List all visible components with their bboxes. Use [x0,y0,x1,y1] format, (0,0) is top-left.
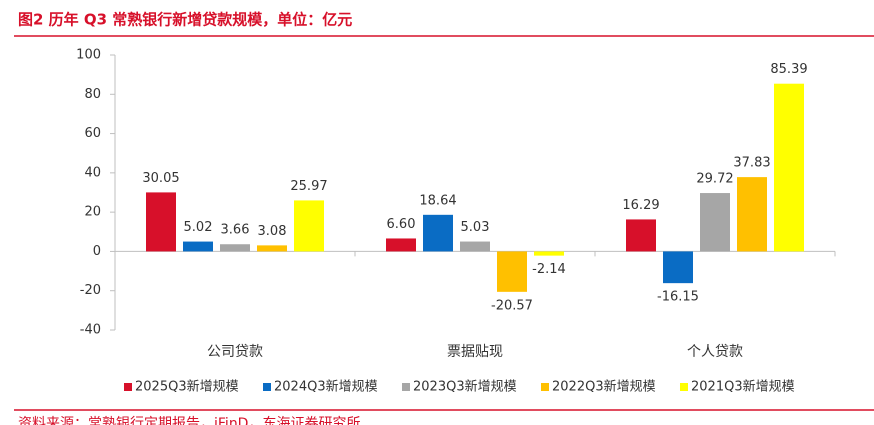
y-tick-label: -20 [80,283,101,298]
bar [146,192,176,252]
y-tick-label: 20 [84,205,101,220]
bar [497,251,527,292]
bar [534,251,564,256]
source: 资料来源：常熟银行定期报告，iFinD，东海证券研究所 [18,416,360,425]
bar [460,241,490,252]
bar [294,200,324,252]
bar [774,83,804,252]
bar [183,241,213,252]
bar [626,219,656,252]
legend-label: 2025Q3新增规模 [135,379,239,395]
data-label: 18.64 [419,193,456,208]
x-tick-label: 票据贴现 [447,344,503,360]
y-tick-label: 100 [76,48,101,63]
y-tick-label: 60 [84,126,101,141]
legend-label: 2023Q3新增规模 [413,379,517,395]
legend-swatch [541,383,549,391]
legend-label: 2022Q3新增规模 [552,379,656,395]
bar [423,214,453,252]
bar [700,193,730,252]
data-label: -16.15 [657,290,699,305]
data-label: 16.29 [622,198,659,213]
legend-label: 2024Q3新增规模 [274,379,378,395]
x-tick-label: 公司贷款 [207,344,263,360]
y-tick-label: -40 [80,323,101,338]
data-label: 37.83 [733,156,770,171]
data-label: 5.02 [184,220,213,235]
data-label: -20.57 [491,298,533,313]
legend-swatch [263,383,271,391]
data-label: 3.66 [221,223,250,238]
data-label: 85.39 [770,62,807,77]
legend-swatch [124,383,132,391]
data-label: 5.03 [461,220,490,235]
bar [737,177,767,252]
data-label: 3.08 [258,224,287,239]
chart-title: 图2 历年 Q3 常熟银行新增贷款规模，单位：亿元 [18,11,352,29]
bar [663,251,693,284]
bar [257,245,287,252]
data-label: 25.97 [290,179,327,194]
y-tick-label: 80 [84,87,101,102]
legend-label: 2021Q3新增规模 [691,379,795,395]
y-tick-label: 0 [93,244,101,259]
x-tick-label: 个人贷款 [687,344,743,360]
bar [386,238,416,252]
legend-swatch [402,383,410,391]
data-label: 30.05 [142,171,179,186]
data-label: 29.72 [696,172,733,187]
bar [220,244,250,252]
data-label: 6.60 [387,217,416,232]
data-label: -2.14 [532,262,566,277]
legend-swatch [680,383,688,391]
y-tick-label: 40 [84,165,101,180]
